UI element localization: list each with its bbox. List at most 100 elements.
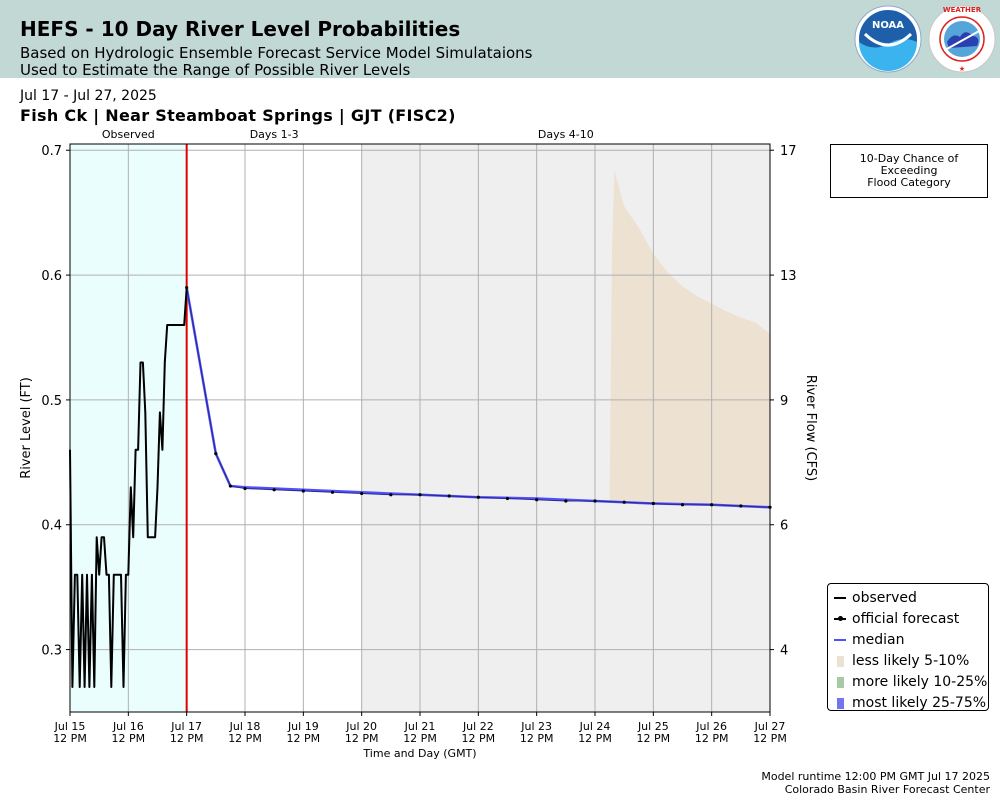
page-subtitle: Based on Hydrologic Ensemble Forecast Se… xyxy=(20,44,533,62)
region-label-0: Observed xyxy=(102,128,155,141)
official-forecast-point xyxy=(593,499,597,503)
region-label-1: Days 1-3 xyxy=(250,128,299,141)
y-tick-label-3: 0.6 xyxy=(41,269,62,284)
flood-box-line-2: Exceeding xyxy=(880,164,938,177)
legend-label-less-likely: less likely 5-10% xyxy=(852,652,970,669)
x-tick-label-time-11: 12 PM xyxy=(695,732,729,745)
x-tick-label-time-1: 12 PM xyxy=(112,732,146,745)
observed-line xyxy=(69,287,188,688)
region-label-2: Days 4-10 xyxy=(538,128,594,141)
flood-category-box: 10-Day Chance of Exceeding Flood Categor… xyxy=(830,144,988,198)
flood-box-line-1: 10-Day Chance of xyxy=(859,152,959,165)
page-title: HEFS - 10 Day River Level Probabilities xyxy=(20,17,461,41)
y2-tick-label-3: 13 xyxy=(780,269,797,284)
x-tick-label-time-5: 12 PM xyxy=(345,732,379,745)
y2-tick-label-2: 9 xyxy=(780,394,788,409)
official-forecast-point xyxy=(228,484,233,488)
legend-label-observed: observed xyxy=(852,589,917,606)
observed-line-swatch xyxy=(832,591,850,605)
less-likely-swatch xyxy=(832,654,850,668)
official-forecast-point xyxy=(505,496,510,501)
header-banner: HEFS - 10 Day River Level Probabilities … xyxy=(0,0,1000,79)
y2-tick-label-1: 6 xyxy=(780,519,788,534)
x-tick-label-date-1: Jul 16 xyxy=(112,720,144,733)
legend-item-observed: observed xyxy=(828,587,988,608)
page-subtitle-2: Used to Estimate the Range of Possible R… xyxy=(20,61,411,79)
svg-text:WEATHER: WEATHER xyxy=(943,6,982,14)
x-tick-label-date-10: Jul 25 xyxy=(637,720,669,733)
official-forecast-point xyxy=(739,504,743,508)
official-forecast-point xyxy=(330,490,335,494)
official-forecast-point xyxy=(680,503,685,507)
x-tick-label-time-8: 12 PM xyxy=(520,732,554,745)
noaa-logo-icon: NOAA xyxy=(854,5,922,73)
x-tick-label-date-7: Jul 22 xyxy=(462,720,494,733)
x-tick-label-date-9: Jul 24 xyxy=(579,720,611,733)
svg-text:NOAA: NOAA xyxy=(872,20,904,31)
chart-legend: observed official forecast median less l… xyxy=(827,583,989,711)
official-forecast-point xyxy=(272,488,276,492)
x-tick-label-time-2: 12 PM xyxy=(170,732,204,745)
legend-label-median: median xyxy=(852,631,905,648)
official-forecast-point xyxy=(389,493,393,497)
x-tick-label-date-2: Jul 17 xyxy=(170,720,202,733)
x-tick-label-time-12: 12 PM xyxy=(753,732,787,745)
most-likely-swatch xyxy=(832,696,850,710)
legend-label-more-likely: more likely 10-25% xyxy=(852,673,988,690)
y2-axis-label: River Flow (CFS) xyxy=(803,375,818,481)
official-forecast-point xyxy=(301,489,305,493)
x-tick-label-date-8: Jul 23 xyxy=(520,720,552,733)
legend-item-most-likely: most likely 25-75% xyxy=(828,692,988,713)
y2-tick-label-4: 17 xyxy=(780,144,797,159)
official-forecast-point xyxy=(710,503,714,507)
x-tick-label-time-0: 12 PM xyxy=(53,732,87,745)
hydrograph-chart: Observed Days 1-3 Days 4-10 0.3 0.4 0.5 0.6 0.7… xyxy=(19,128,818,760)
forecast-center: Colorado Basin River Forecast Center xyxy=(784,782,990,796)
x-tick-label-date-5: Jul 20 xyxy=(345,720,377,733)
official-forecast-line xyxy=(186,287,771,508)
y-tick-label-0: 0.3 xyxy=(41,644,62,659)
y-tick-label-2: 0.5 xyxy=(41,394,62,409)
official-forecast-point xyxy=(418,493,422,497)
y-tick-label-4: 0.7 xyxy=(41,144,62,159)
official-forecast-point xyxy=(243,486,247,491)
footer: Model runtime 12:00 PM GMT Jul 17 2025 C… xyxy=(761,770,990,796)
date-range: Jul 17 - Jul 27, 2025 xyxy=(20,88,157,104)
nws-logo-icon: WEATHER ★ xyxy=(928,5,996,73)
legend-item-median: median xyxy=(828,629,988,650)
more-likely-swatch xyxy=(832,675,850,689)
x-tick-label-time-9: 12 PM xyxy=(578,732,612,745)
median-line-swatch xyxy=(832,633,850,647)
x-tick-label-time-7: 12 PM xyxy=(462,732,496,745)
x-tick-label-date-4: Jul 19 xyxy=(287,720,319,733)
official-forecast-point xyxy=(622,500,626,504)
y-tick-label-1: 0.4 xyxy=(41,519,62,534)
official-forecast-point xyxy=(535,498,539,502)
location-title: Fish Ck | Near Steamboat Springs | GJT (… xyxy=(20,106,456,125)
y2-tick-label-0: 4 xyxy=(780,644,788,659)
official-forecast-point xyxy=(360,491,364,496)
legend-item-less-likely: less likely 5-10% xyxy=(828,650,988,671)
band-less-likely xyxy=(609,170,770,508)
model-runtime: Model runtime 12:00 PM GMT Jul 17 2025 xyxy=(761,770,990,783)
legend-label-official-forecast: official forecast xyxy=(852,610,960,627)
official-forecast-point xyxy=(651,501,655,506)
official-forecast-point xyxy=(214,451,218,456)
x-tick-label-time-10: 12 PM xyxy=(637,732,671,745)
x-tick-label-date-0: Jul 15 xyxy=(54,720,86,733)
official-forecast-point xyxy=(564,499,568,503)
x-tick-label-date-12: Jul 27 xyxy=(754,720,786,733)
official-forecast-point xyxy=(476,495,480,499)
svg-text:★: ★ xyxy=(959,65,965,73)
official-forecast-point xyxy=(447,494,451,498)
x-tick-label-time-3: 12 PM xyxy=(228,732,262,745)
official-forecast-swatch xyxy=(832,612,850,626)
legend-label-most-likely: most likely 25-75% xyxy=(852,694,987,711)
x-tick-label-date-11: Jul 26 xyxy=(695,720,727,733)
x-tick-label-date-3: Jul 18 xyxy=(229,720,261,733)
y-axis-label: River Level (FT) xyxy=(19,377,34,479)
x-axis-label: Time and Day (GMT) xyxy=(362,747,476,760)
x-tick-label-date-6: Jul 21 xyxy=(404,720,436,733)
flood-box-line-3: Flood Category xyxy=(867,176,951,189)
legend-item-more-likely: more likely 10-25% xyxy=(828,671,988,692)
